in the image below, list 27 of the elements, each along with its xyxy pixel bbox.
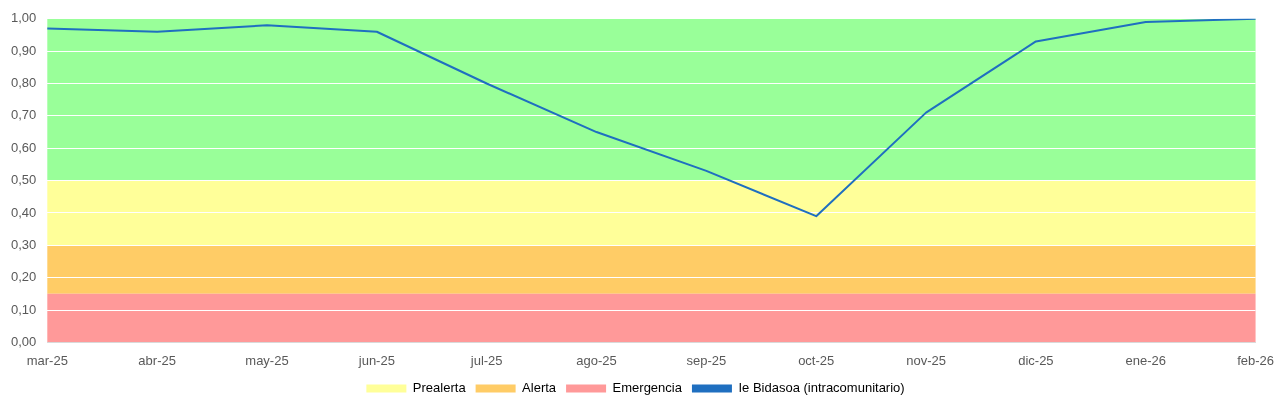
x-tick-label: feb-26 (1237, 352, 1275, 368)
y-tick-label: 0,40 (10, 204, 37, 220)
y-tick-label: 0,90 (10, 42, 37, 58)
y-tick-label: 0,10 (10, 301, 37, 317)
legend-label: Emergencia (612, 380, 683, 396)
legend-label: Prealerta (412, 380, 467, 396)
x-tick-label: mar-25 (26, 352, 68, 368)
y-tick-label: 0,70 (10, 107, 37, 123)
x-tick-label: ene-26 (1125, 352, 1166, 368)
x-tick-label: jul-25 (469, 352, 503, 368)
y-tick-label: 0,30 (10, 236, 37, 252)
x-tick-label: may-25 (245, 352, 289, 368)
y-tick-label: 0,50 (10, 172, 37, 188)
y-tick-label: 0,80 (10, 75, 37, 91)
y-tick-label: 0,20 (10, 269, 37, 285)
legend-label: Ie Bidasoa (intracomunitario) (738, 380, 905, 396)
x-tick-label: oct-25 (798, 352, 835, 368)
y-tick-label: 0,00 (10, 333, 37, 349)
x-tick-label: dic-25 (1018, 352, 1054, 368)
y-tick-label: 1,00 (10, 10, 37, 26)
legend-label: Alerta (522, 380, 557, 396)
y-tick-label: 0,60 (10, 139, 37, 155)
x-tick-label: jun-25 (357, 352, 395, 368)
x-tick-label: sep-25 (686, 352, 727, 368)
x-tick-label: abr-25 (138, 352, 176, 368)
x-tick-label: nov-25 (906, 352, 946, 368)
x-tick-label: ago-25 (576, 352, 617, 368)
